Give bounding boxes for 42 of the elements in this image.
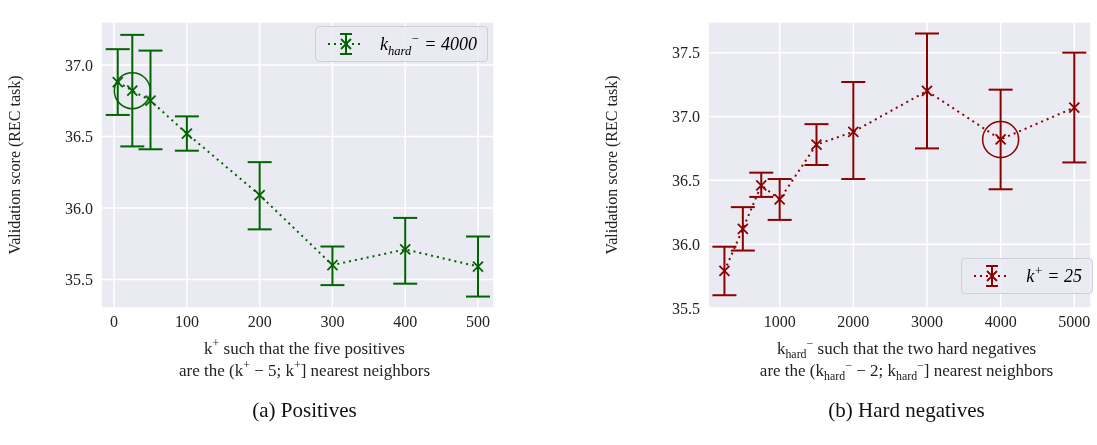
y-tick-label: 37.0	[672, 108, 700, 126]
point	[111, 76, 124, 88]
x-tick-label: 1000	[763, 313, 796, 331]
point	[736, 222, 749, 235]
y-tick-label: 36.0	[65, 199, 93, 217]
point	[718, 265, 731, 277]
y-tick-label: 35.5	[65, 271, 93, 289]
y-tick-label: 37.5	[672, 44, 700, 62]
point	[253, 189, 266, 201]
point	[1068, 101, 1081, 114]
point	[472, 260, 484, 273]
y-axis-title: Validation score (REC task)	[602, 75, 621, 255]
text: (a) Positives	[251, 398, 358, 423]
x-tick-label: 100	[174, 313, 199, 331]
x-axis-title: k$^{+}$ such that the five positives are the (k$^{+}$ − 5; k$^{+}$] nearest neighbors	[178, 336, 431, 382]
x-tick-label: 4000	[984, 313, 1017, 331]
y-tick-label: 36.0	[672, 235, 700, 253]
y-tick-label: 35.5	[672, 299, 700, 317]
point	[144, 94, 157, 107]
x-tick-label: 400	[393, 313, 418, 331]
x-tick-label: 300	[320, 313, 345, 331]
x-tick-label: 2000	[837, 313, 870, 331]
point	[921, 85, 933, 97]
y-tick-label: 37.0	[65, 56, 93, 74]
x-tick-label: 200	[247, 313, 272, 331]
point	[847, 125, 860, 138]
point	[810, 138, 823, 151]
point	[399, 243, 412, 256]
legend-label: k$^{+}$ = 25	[1026, 263, 1082, 287]
y-tick-label: 36.5	[672, 172, 700, 189]
x-tick-label: 500	[465, 313, 490, 331]
x-tick-label: 5000	[1058, 313, 1091, 331]
legend-label: k$_{hard}$$^{−}$ = 4000	[380, 31, 477, 58]
text: (b) Hard negatives	[827, 398, 986, 423]
y-axis-title: Validation score (REC task)	[5, 75, 24, 255]
text: k$_{hard}$$^{−}$ such that the two hard negatives are the (k$_{hard}$$^{−}$ − 2; k$_{hard}$$^{−}$] nearest neighbors	[759, 336, 1054, 384]
x-tick-label: 0	[110, 313, 119, 331]
point	[755, 179, 768, 192]
point	[326, 259, 339, 271]
point	[180, 127, 193, 140]
x-tick-label: 3000	[910, 313, 943, 331]
y-tick-label: 36.5	[65, 128, 93, 146]
